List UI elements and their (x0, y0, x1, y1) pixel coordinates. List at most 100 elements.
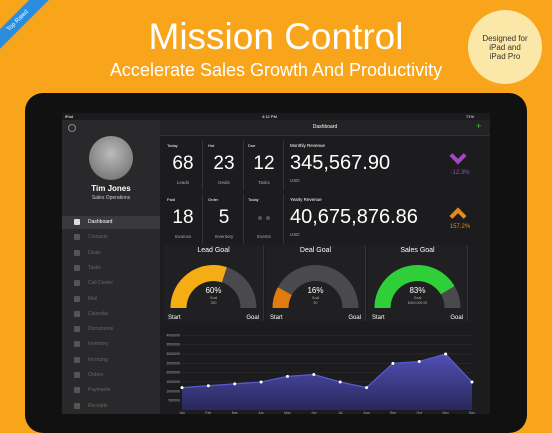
tile-label: Today (248, 197, 259, 202)
menu-icon (74, 280, 80, 287)
time: 4:12 PM (262, 114, 277, 119)
gauge-title: Sales Goal (400, 247, 435, 254)
profile-role: Sales Operations (91, 195, 131, 201)
gauge-end: Goal (246, 315, 259, 321)
menu-label: Mail (88, 295, 98, 302)
menu-label: Deals (88, 249, 101, 256)
menu-icon (74, 326, 80, 333)
menu-icon (74, 310, 80, 317)
trend-arrow (449, 207, 467, 225)
tile-caption: Inventory (214, 234, 234, 239)
menu-item[interactable]: Deals (62, 247, 160, 260)
point (365, 386, 369, 390)
menu-icon (74, 219, 80, 225)
revenue-currency: USD (290, 178, 300, 183)
gauge-goal-label: Goal (414, 296, 422, 300)
add-button[interactable]: + (476, 121, 482, 131)
tile-label: Paid (167, 197, 176, 202)
gauge-end: Goal (450, 315, 463, 321)
revenue-value: 345,567.90 (290, 152, 391, 174)
menu-label: Dashboard (88, 219, 113, 225)
tile-value: 68 (172, 153, 194, 174)
menu-label: Documents (88, 326, 114, 333)
menu-item[interactable]: Tasks (62, 262, 160, 275)
menu-item[interactable]: Orders (62, 369, 160, 382)
menu-icon (74, 341, 80, 348)
point (417, 359, 421, 363)
gauge-goal: $400,000.00 (408, 301, 428, 305)
menu-item[interactable]: Documents (62, 323, 160, 336)
tile-value: 5 (218, 207, 230, 228)
menu-item[interactable]: Payments (62, 384, 160, 397)
gauge-goal: 250 (211, 301, 217, 305)
x-tick-label: May (284, 411, 291, 414)
tile-value: 12 (253, 153, 275, 174)
gauge-percent: 83% (409, 286, 425, 295)
menu-icon (74, 295, 80, 302)
device: iPad (65, 114, 74, 119)
gauge-start: Start (270, 315, 283, 321)
x-tick-label: Jul (338, 411, 343, 414)
menu-item[interactable]: Mail (62, 293, 160, 306)
sticker-text: Designed for iPad and iPad Pro (482, 33, 528, 61)
gauge-end: Goal (348, 315, 361, 321)
menu-item[interactable]: Dashboard (62, 216, 160, 229)
gauge-panel: Sales Goal 83% Goal $400,000.00 Start Goal (368, 245, 468, 321)
revenue-value: 40,675,876.86 (290, 206, 418, 228)
y-tick-label: 1000000 (166, 389, 180, 393)
stat-tile: Paid 18 Invoices (164, 194, 203, 244)
gauge-goal-label: Goal (312, 296, 320, 300)
revenue-label: Yearly Revenue (290, 197, 322, 202)
y-tick-label: 3500000 (166, 343, 180, 347)
menu-icon (74, 264, 80, 271)
y-tick-label: 1500000 (166, 380, 180, 384)
screen: iPad 4:12 PM 71% Tim Jones Sales Operati… (62, 113, 490, 414)
settings-icon[interactable] (68, 124, 76, 132)
tile-caption: Tasks (258, 180, 270, 185)
sticker: Designed for iPad and iPad Pro (468, 10, 542, 84)
tile-caption: Events (257, 234, 271, 239)
gauge-panel: Lead Goal 60% Goal 250 Start Goal (164, 245, 264, 321)
menu-item[interactable]: Call Center (62, 277, 160, 290)
menu-item[interactable]: Inventory (62, 338, 160, 351)
trend-arrow (449, 147, 467, 165)
revenue-change: 157.2% (449, 224, 471, 230)
menu-icon (74, 387, 80, 394)
revenue-currency: USD (290, 232, 300, 237)
gauge-fill (272, 287, 293, 309)
gauge-fill (170, 265, 227, 309)
menu-item[interactable]: Invoicing (62, 354, 160, 367)
y-tick-label: 2000000 (166, 371, 180, 375)
battery: 71% (466, 114, 475, 119)
x-tick-label: Jan (179, 411, 185, 414)
tile-label: Hot (208, 143, 215, 148)
menu-label: Invoicing (88, 356, 108, 363)
gauge-percent: 16% (307, 286, 323, 295)
x-tick-label: Aug (363, 411, 369, 414)
menu-label: Call Center (88, 280, 114, 287)
main: Today 68 Leads Hot 23 Deals Due 12 Tasks Paid 18 In… (160, 136, 490, 414)
tile-value: 23 (213, 153, 235, 174)
menu-label: Payments (88, 387, 111, 394)
x-tick-label: Dec (469, 411, 475, 414)
point (444, 352, 448, 356)
menu-item[interactable]: Contacts (62, 231, 160, 244)
point (206, 384, 210, 388)
gauge-start: Start (372, 315, 385, 321)
status-bar: iPad 4:12 PM 71% (62, 113, 490, 120)
dot (258, 216, 262, 220)
stat-tile: Order 5 Inventory (205, 194, 244, 244)
menu-item[interactable]: Calendar (62, 308, 160, 321)
gauge-goal-label: Goal (210, 296, 218, 300)
menu-label: Contacts (88, 234, 108, 241)
menu-icon (74, 234, 80, 241)
menu-label: Receipts (88, 402, 108, 409)
menu-item[interactable]: Receipts (62, 400, 160, 413)
tile-label: Order (208, 197, 219, 202)
menu-icon (74, 372, 80, 378)
point (259, 380, 263, 384)
x-tick-label: Sep (390, 411, 396, 414)
